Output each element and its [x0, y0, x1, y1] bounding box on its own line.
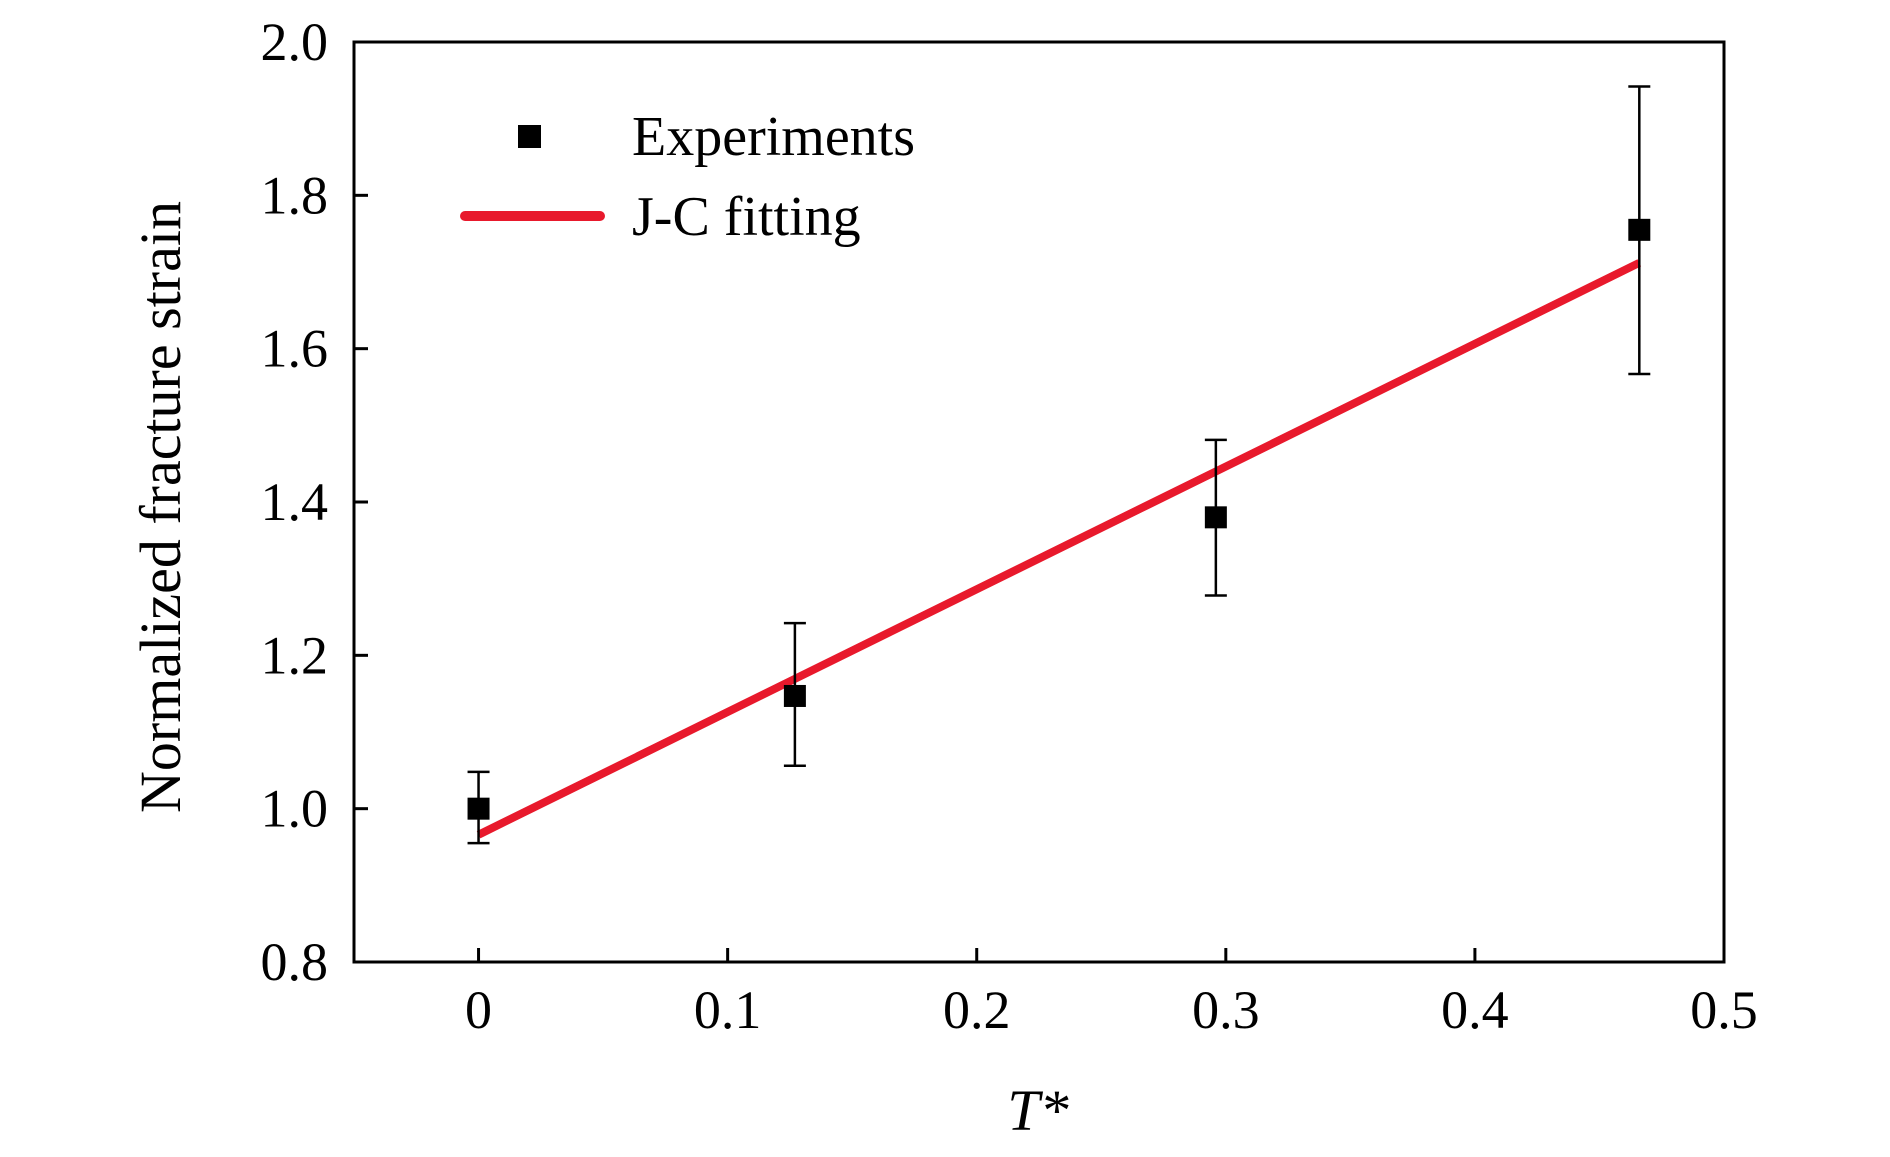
x-tick-label: 0	[465, 980, 492, 1040]
legend-label-experiments: Experiments	[632, 106, 915, 168]
data-point-experiments	[1628, 218, 1651, 241]
y-tick-label: 1.2	[261, 625, 329, 685]
y-tick-label: 1.6	[261, 319, 329, 379]
data-point-experiments	[783, 684, 806, 707]
x-tick-label: 0.4	[1441, 980, 1509, 1040]
y-tick-label: 1.0	[261, 779, 329, 839]
plot-area	[352, 40, 1726, 964]
x-axis-ticks: 0 0.1 0.2 0.3 0.4 0.5	[465, 948, 1758, 1040]
y-tick-label: 2.0	[261, 12, 329, 72]
legend: Experiments J-C fitting	[460, 106, 915, 248]
marker-layer	[467, 218, 1651, 820]
y-tick-label: 0.8	[261, 932, 329, 992]
plot-frame	[352, 40, 1726, 964]
y-tick-label: 1.4	[261, 472, 329, 532]
legend-label-jc-fitting: J-C fitting	[632, 186, 861, 248]
x-axis-title: T*	[1007, 1078, 1068, 1143]
y-axis-ticks: 0.8 1.0 1.2 1.4 1.6 1.8 2.0	[261, 12, 368, 992]
series-line-jc-fitting	[476, 259, 1642, 839]
fit-layer	[476, 259, 1642, 839]
legend-marker-experiments	[518, 125, 541, 148]
data-point-experiments	[1204, 506, 1227, 529]
x-tick-label: 0.5	[1690, 980, 1758, 1040]
y-axis-title: Normalized fracture strain	[128, 201, 193, 813]
data-point-experiments	[467, 797, 490, 820]
x-tick-label: 0.1	[694, 980, 762, 1040]
y-tick-label: 1.8	[261, 165, 329, 225]
x-tick-label: 0.3	[1192, 980, 1260, 1040]
x-tick-label: 0.2	[943, 980, 1011, 1040]
